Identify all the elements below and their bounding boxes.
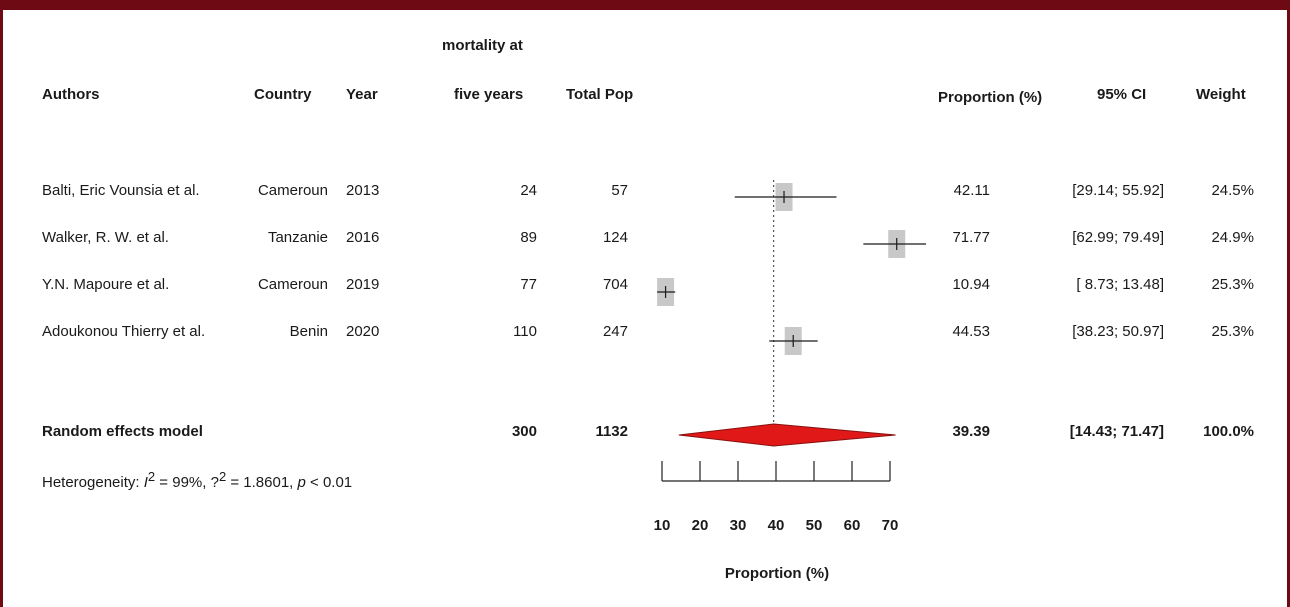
- header-authors: Authors: [42, 86, 100, 103]
- study-events: 24: [520, 182, 537, 199]
- x-axis-tick-label: 10: [654, 517, 671, 534]
- x-axis-tick-label: 20: [692, 517, 709, 534]
- study-year: 2016: [346, 229, 380, 246]
- x-axis-tick-label: 60: [844, 517, 861, 534]
- header-events-line1: mortality at: [442, 37, 523, 54]
- study-proportion: 42.11: [953, 182, 990, 199]
- random-effects-events: 300: [511, 423, 537, 440]
- header-country: Country: [254, 86, 312, 103]
- random-effects-proportion: 39.39: [952, 423, 990, 440]
- study-total: 124: [602, 229, 628, 246]
- study-country: Benin: [289, 323, 328, 340]
- study-author: Balti, Eric Vounsia et al.: [42, 182, 200, 199]
- header-events-line2: five years: [454, 86, 524, 103]
- x-axis-tick-label: 40: [768, 517, 785, 534]
- random-effects-total: 1132: [595, 423, 628, 440]
- study-events: 89: [520, 229, 537, 246]
- study-year: 2020: [346, 323, 380, 340]
- study-country: Cameroun: [257, 182, 328, 199]
- study-events: 77: [520, 276, 537, 293]
- header-ci: 95% CI: [1097, 86, 1147, 103]
- study-ci: [ 8.73; 13.48]: [1076, 276, 1164, 293]
- study-country: Tanzanie: [267, 229, 328, 246]
- study-weight: 24.5%: [1211, 182, 1254, 199]
- study-author: Y.N. Mapoure et al.: [42, 276, 170, 293]
- study-ci: [38.23; 50.97]: [1072, 323, 1164, 340]
- study-proportion: 44.53: [952, 323, 990, 340]
- study-author: Walker, R. W. et al.: [42, 229, 169, 246]
- x-axis-label: Proportion (%): [724, 565, 830, 582]
- study-proportion: 71.77: [952, 229, 990, 246]
- pooled-estimate-diamond: [678, 423, 896, 447]
- study-total: 57: [611, 182, 628, 199]
- random-effects-ci: [14.43; 71.47]: [1069, 423, 1164, 440]
- study-total: 704: [602, 276, 628, 293]
- study-weight: 24.9%: [1211, 229, 1254, 246]
- study-author: Adoukonou Thierry et al.: [42, 323, 206, 340]
- study-events: 110: [513, 323, 537, 340]
- x-axis-tick-label: 50: [806, 517, 823, 534]
- study-weight: 25.3%: [1211, 323, 1254, 340]
- heterogeneity-statistics: Heterogeneity: I2 = 99%, ?2 = 1.8601, p …: [42, 469, 353, 491]
- study-country: Cameroun: [257, 276, 328, 293]
- header-proportion: Proportion (%): [938, 89, 1043, 106]
- x-axis-tick-label: 30: [730, 517, 747, 534]
- random-effects-weight: 100.0%: [1203, 423, 1254, 440]
- study-year: 2013: [346, 182, 380, 199]
- study-ci: [62.99; 79.49]: [1072, 229, 1164, 246]
- study-proportion: 10.94: [952, 276, 990, 293]
- study-weight: 25.3%: [1211, 276, 1254, 293]
- header-total: Total Pop: [566, 86, 634, 103]
- study-total: 247: [602, 323, 628, 340]
- header-year: Year: [346, 86, 378, 103]
- x-axis-tick-label: 70: [882, 517, 899, 534]
- random-effects-label: Random effects model: [42, 423, 203, 440]
- study-ci: [29.14; 55.92]: [1072, 182, 1164, 199]
- header-weight: Weight: [1196, 86, 1246, 103]
- study-year: 2019: [346, 276, 380, 293]
